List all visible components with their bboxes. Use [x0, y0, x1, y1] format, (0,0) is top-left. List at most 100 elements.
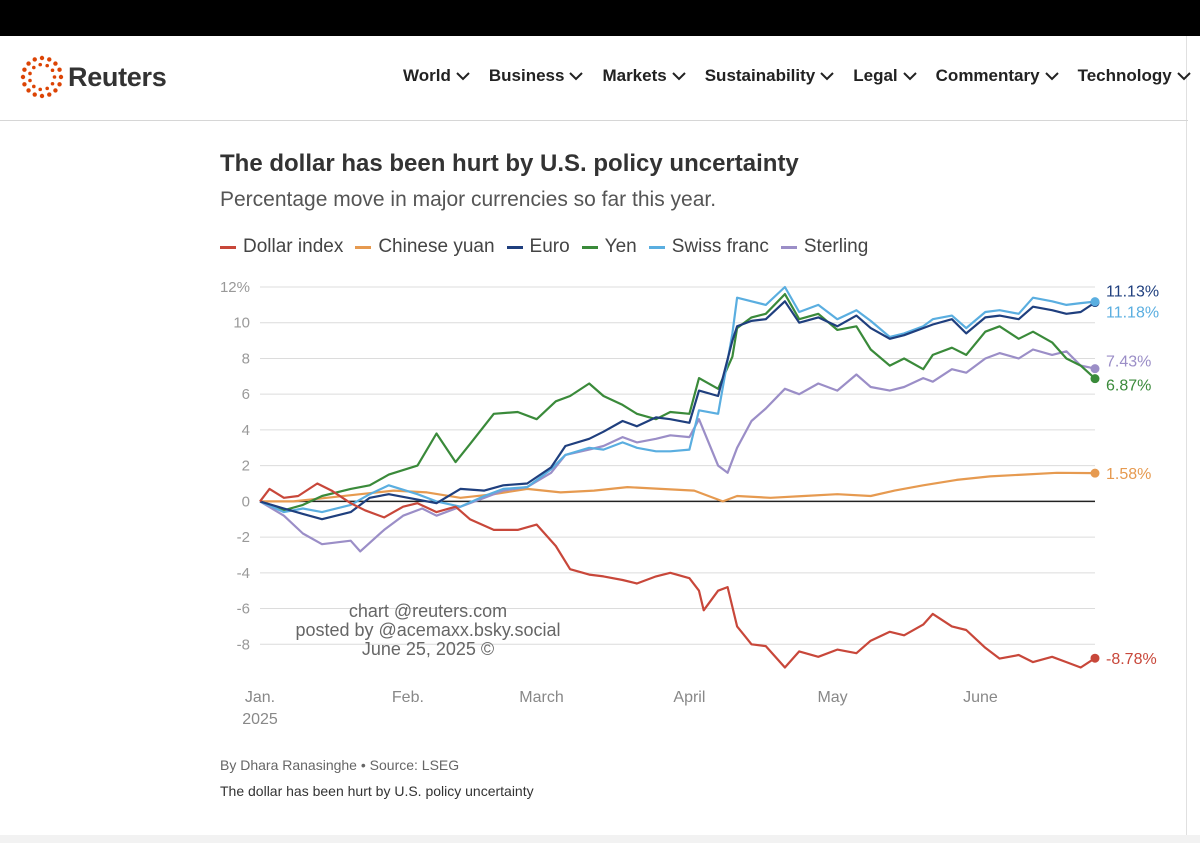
- watermark-annotation: posted by @acemaxx.bsky.social: [295, 620, 560, 640]
- legend-dollar-index: Dollar index: [220, 236, 343, 258]
- right-edge-rule: [1186, 36, 1187, 843]
- legend-yen: Yen: [581, 236, 637, 258]
- nav-markets[interactable]: Markets: [602, 66, 686, 86]
- y-tick-label: 10: [233, 315, 250, 332]
- watermark-annotation: chart @reuters.com: [349, 601, 507, 621]
- logo-dot: [22, 67, 27, 72]
- chevron-down-icon: [1044, 71, 1059, 80]
- chart-title: The dollar has been hurt by U.S. policy …: [220, 150, 799, 177]
- nav-label: World: [403, 66, 451, 85]
- series-end-label: 1.58%: [1106, 466, 1151, 483]
- chevron-down-icon: [902, 71, 917, 80]
- legend-swatch: [355, 245, 372, 249]
- nav-label: Technology: [1077, 66, 1172, 85]
- y-tick-label: 6: [242, 386, 250, 403]
- nav-sustainability[interactable]: Sustainability: [705, 66, 835, 86]
- nav-label: Sustainability: [704, 66, 816, 85]
- series-end-label: 7.43%: [1106, 354, 1151, 371]
- nav-label: Legal: [853, 66, 898, 85]
- series-endpoint: [1090, 653, 1100, 663]
- y-tick-label: 0: [242, 493, 250, 510]
- logo-dot: [45, 63, 49, 68]
- chevron-down-icon: [820, 71, 834, 80]
- logo-dot: [57, 82, 62, 87]
- logo-dot: [47, 57, 52, 62]
- line-chart: 12% 10 8 6 4 2 0 -2 -4 -6 -8 Jan. 2025 Feb. March April…: [220, 279, 1159, 728]
- chart-caption: The dollar has been hurt by U.S. policy …: [220, 783, 534, 799]
- legend-euro: Euro: [506, 236, 570, 258]
- y-tick-label: 2: [242, 458, 250, 475]
- logo-dot: [32, 57, 37, 62]
- logo-dot: [50, 68, 55, 73]
- logo-dot: [47, 92, 52, 97]
- reuters-logo-icon: [20, 55, 64, 99]
- series-line-yen: [259, 293, 1096, 512]
- legend-swatch: [780, 245, 797, 249]
- x-tick-label: Feb.: [392, 689, 424, 706]
- logo-dot: [28, 71, 32, 76]
- y-tick-label: 8: [242, 350, 250, 367]
- bottom-band: [0, 835, 1200, 843]
- nav-business[interactable]: Business: [489, 66, 584, 86]
- logo-dot: [53, 61, 58, 66]
- legend-label: Yen: [604, 236, 637, 257]
- x-tick-sublabel: 2025: [242, 711, 278, 728]
- legend-swatch: [581, 245, 598, 249]
- logo-dot: [26, 88, 31, 93]
- legend-label: Dollar index: [243, 236, 344, 257]
- nav-label: Commentary: [935, 66, 1040, 85]
- logo-dot: [50, 81, 55, 86]
- logo-dot: [32, 92, 37, 97]
- legend-swatch: [220, 245, 236, 249]
- logo-dot: [38, 62, 43, 67]
- chart-legend: Dollar index Chinese yuan Euro Yen Swiss…: [220, 236, 880, 258]
- chart-byline: By Dhara Ranasinghe • Source: LSEG: [220, 757, 460, 773]
- legend-swiss-franc: Swiss franc: [648, 236, 769, 258]
- logo-dot: [32, 84, 36, 89]
- chart-subtitle: Percentage move in major currencies so f…: [220, 188, 717, 211]
- nav-legal[interactable]: Legal: [853, 66, 917, 86]
- y-tick-label: -4: [237, 565, 250, 582]
- nav-label: Markets: [602, 66, 667, 85]
- logo-text: Reuters: [68, 61, 167, 92]
- chevron-down-icon: [1177, 71, 1191, 80]
- legend-swatch: [506, 245, 523, 249]
- logo-dot: [39, 55, 45, 61]
- series-line-euro: [259, 300, 1096, 521]
- logo-dot: [20, 74, 26, 80]
- legend-swatch: [648, 245, 665, 249]
- y-tick-label: -6: [237, 601, 250, 618]
- nav-world[interactable]: World: [403, 66, 470, 86]
- series-endpoint: [1090, 297, 1100, 307]
- logo-dot: [52, 75, 57, 79]
- logo-dot: [28, 78, 32, 83]
- series-line-swiss-franc: [259, 285, 1096, 514]
- legend-label: Swiss franc: [671, 236, 769, 257]
- x-tick-label: May: [817, 689, 847, 706]
- legend-label: Chinese yuan: [378, 236, 495, 257]
- reuters-logo[interactable]: Reuters: [20, 55, 167, 99]
- header-divider: [0, 120, 1188, 121]
- series-endpoint: [1090, 364, 1100, 374]
- x-tick-label: June: [963, 689, 998, 706]
- nav-technology[interactable]: Technology: [1078, 66, 1191, 86]
- logo-dot: [32, 65, 36, 70]
- legend-chinese-yuan: Chinese yuan: [355, 236, 495, 258]
- logo-dot: [22, 82, 27, 87]
- chevron-down-icon: [672, 71, 686, 80]
- chevron-down-icon: [456, 71, 470, 80]
- series-line-sterling: [259, 348, 1096, 553]
- series-endpoint: [1090, 374, 1100, 384]
- x-tick-label: Jan.: [245, 689, 275, 706]
- nav-commentary[interactable]: Commentary: [936, 66, 1059, 86]
- chevron-down-icon: [569, 71, 584, 80]
- logo-dot: [53, 88, 58, 93]
- y-tick-label: 4: [242, 422, 250, 439]
- main-nav: World Business Markets Sustainability Le…: [403, 66, 1200, 86]
- series-end-label: 11.18%: [1106, 305, 1159, 322]
- logo-dot: [58, 74, 64, 80]
- series-endpoint: [1090, 468, 1100, 478]
- watermark-annotation: June 25, 2025 ©: [362, 639, 494, 659]
- site-header: [0, 36, 1200, 120]
- logo-dot: [38, 87, 43, 92]
